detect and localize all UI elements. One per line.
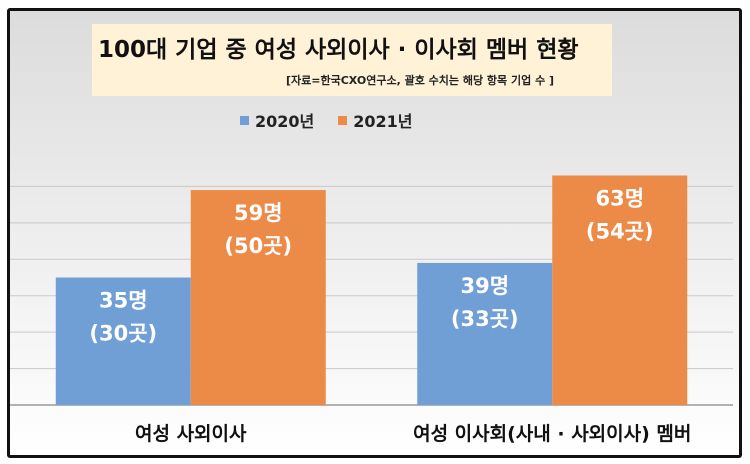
chart-title: 100대 기업 중 여성 사외이사 · 이사회 멤버 현황 [98, 37, 579, 63]
category-label: 여성 사외이사 [135, 423, 247, 445]
title-box [92, 24, 612, 96]
bar-value-label: 35명 [99, 289, 148, 313]
bar-value-label: 63명 [595, 187, 644, 211]
legend-item-2020: 2020년 [240, 108, 314, 132]
bar-count-label: (30곳) [89, 322, 157, 346]
chart-subtitle: [자료=한국CXO연구소, 괄호 수치는 해당 항목 기업 수 ] [286, 74, 555, 87]
legend-label-2021: 2021년 [353, 112, 413, 131]
category-label: 여성 이사회(사내 · 사외이사) 멤버 [413, 423, 691, 445]
bar-value-label: 59명 [234, 201, 283, 225]
legend-label-2020: 2020년 [255, 112, 315, 131]
bar-count-label: (50곳) [224, 234, 292, 258]
bar-2020년-2 [417, 262, 553, 405]
legend-swatch-2021 [338, 115, 348, 125]
bar-count-label: (33곳) [451, 307, 519, 331]
bar-2021년-1 [190, 190, 326, 405]
bar-2020년-1 [55, 277, 191, 405]
bar-2021년-2 [552, 175, 688, 405]
legend-swatch-2020 [240, 115, 249, 125]
legend: 2020년 2021년 [240, 108, 413, 132]
bar-value-label: 39명 [460, 274, 509, 298]
legend-item-2021: 2021년 [338, 108, 413, 132]
bar-count-label: (54곳) [586, 220, 654, 244]
